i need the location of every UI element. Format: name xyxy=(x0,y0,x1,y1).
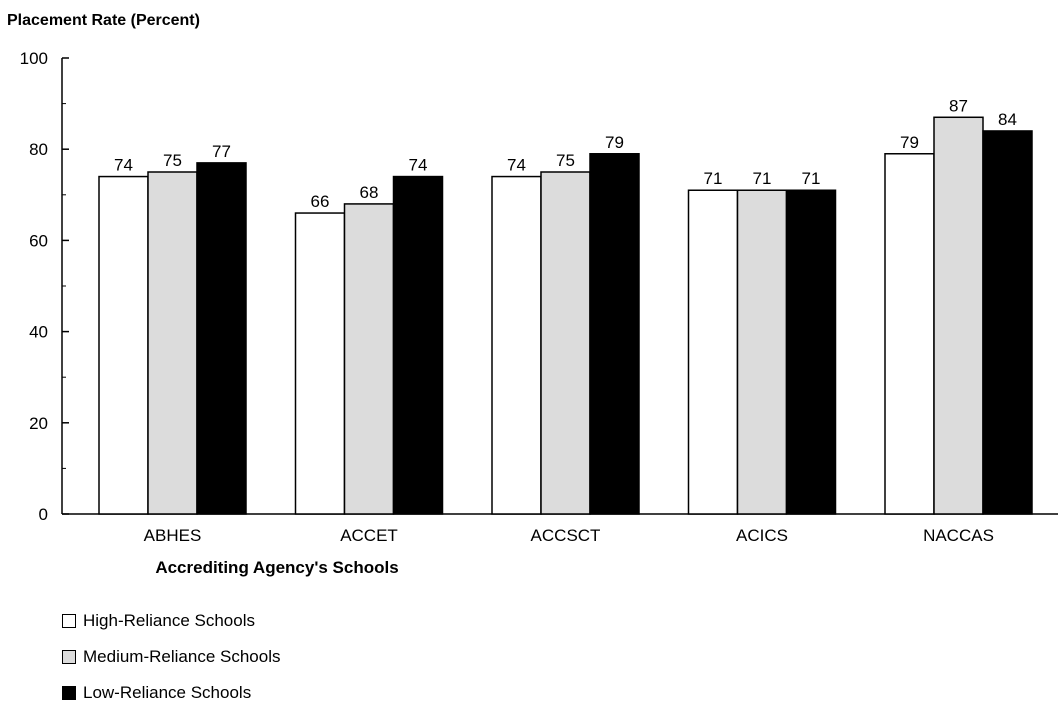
legend-swatch-medium xyxy=(62,650,76,664)
x-axis-title: Accrediting Agency's Schools xyxy=(155,558,398,577)
legend-label-medium: Medium-Reliance Schools xyxy=(83,647,281,666)
bar-accsct-medium xyxy=(540,171,591,515)
data-label-acics-high: 71 xyxy=(704,169,723,188)
bar-naccas-medium xyxy=(933,116,984,515)
legend-swatch-low xyxy=(62,686,76,700)
y-tick-label: 60 xyxy=(29,231,48,250)
bar-naccas-low xyxy=(982,130,1033,515)
data-label-accsct-low: 79 xyxy=(605,133,624,152)
x-tick-label: ACICS xyxy=(736,526,788,545)
bars-group: 74 75 77 66 68 74 74 75 79 71 71 71 79 87 84 xyxy=(98,96,1033,515)
x-tick-label: NACCAS xyxy=(923,526,994,545)
data-label-acics-low: 71 xyxy=(802,169,821,188)
legend-label-low: Low-Reliance Schools xyxy=(83,683,252,702)
data-label-abhes-medium: 75 xyxy=(163,151,182,170)
legend-label-high: High-Reliance Schools xyxy=(83,611,255,630)
y-tick-label: 40 xyxy=(29,323,48,342)
x-tick-label: ACCSCT xyxy=(531,526,601,545)
data-label-acics-medium: 71 xyxy=(753,169,772,188)
legend: High-Reliance Schools Medium-Reliance Sc… xyxy=(62,611,281,720)
bar-acics-low xyxy=(785,189,837,515)
bar-chart: Placement Rate (Percent) 0 20 40 60 80 100 74… xyxy=(7,12,1058,577)
data-label-abhes-low: 77 xyxy=(212,142,231,161)
bar-acics-high xyxy=(687,189,739,515)
y-tick-label: 100 xyxy=(20,49,48,68)
data-label-accet-high: 66 xyxy=(311,192,330,211)
bar-accsct-high xyxy=(491,175,542,515)
chart-title: Placement Rate (Percent) xyxy=(7,12,200,29)
data-label-accet-medium: 68 xyxy=(360,183,379,202)
bar-accet-high xyxy=(294,212,346,515)
y-tick-label: 80 xyxy=(29,140,48,159)
data-label-accet-low: 74 xyxy=(409,156,428,175)
bar-accet-medium xyxy=(343,203,395,515)
bar-accet-low xyxy=(392,175,444,515)
data-label-naccas-high: 79 xyxy=(900,133,919,152)
legend-item-high: High-Reliance Schools xyxy=(62,611,280,630)
data-label-accsct-medium: 75 xyxy=(556,151,575,170)
y-tick-label: 20 xyxy=(29,414,48,433)
x-axis-tick-labels: ABHES ACCET ACCSCT ACICS NACCAS xyxy=(144,526,994,545)
bar-abhes-high xyxy=(98,175,149,515)
bar-abhes-low xyxy=(196,162,247,515)
y-axis-ticks: 0 20 40 60 80 100 xyxy=(20,49,69,524)
data-label-abhes-high: 74 xyxy=(114,156,133,175)
bar-acics-medium xyxy=(736,189,788,515)
y-tick-label: 0 xyxy=(39,505,48,524)
bar-naccas-high xyxy=(884,153,935,515)
legend-item-medium: Medium-Reliance Schools xyxy=(62,647,281,666)
bar-accsct-low xyxy=(589,153,640,515)
data-label-naccas-medium: 87 xyxy=(949,96,968,115)
bar-abhes-medium xyxy=(147,171,198,515)
legend-item-low: Low-Reliance Schools xyxy=(62,683,280,702)
x-tick-label: ABHES xyxy=(144,526,202,545)
x-tick-label: ACCET xyxy=(340,526,398,545)
data-label-accsct-high: 74 xyxy=(507,156,526,175)
legend-swatch-high xyxy=(62,614,76,628)
data-label-naccas-low: 84 xyxy=(998,110,1017,129)
